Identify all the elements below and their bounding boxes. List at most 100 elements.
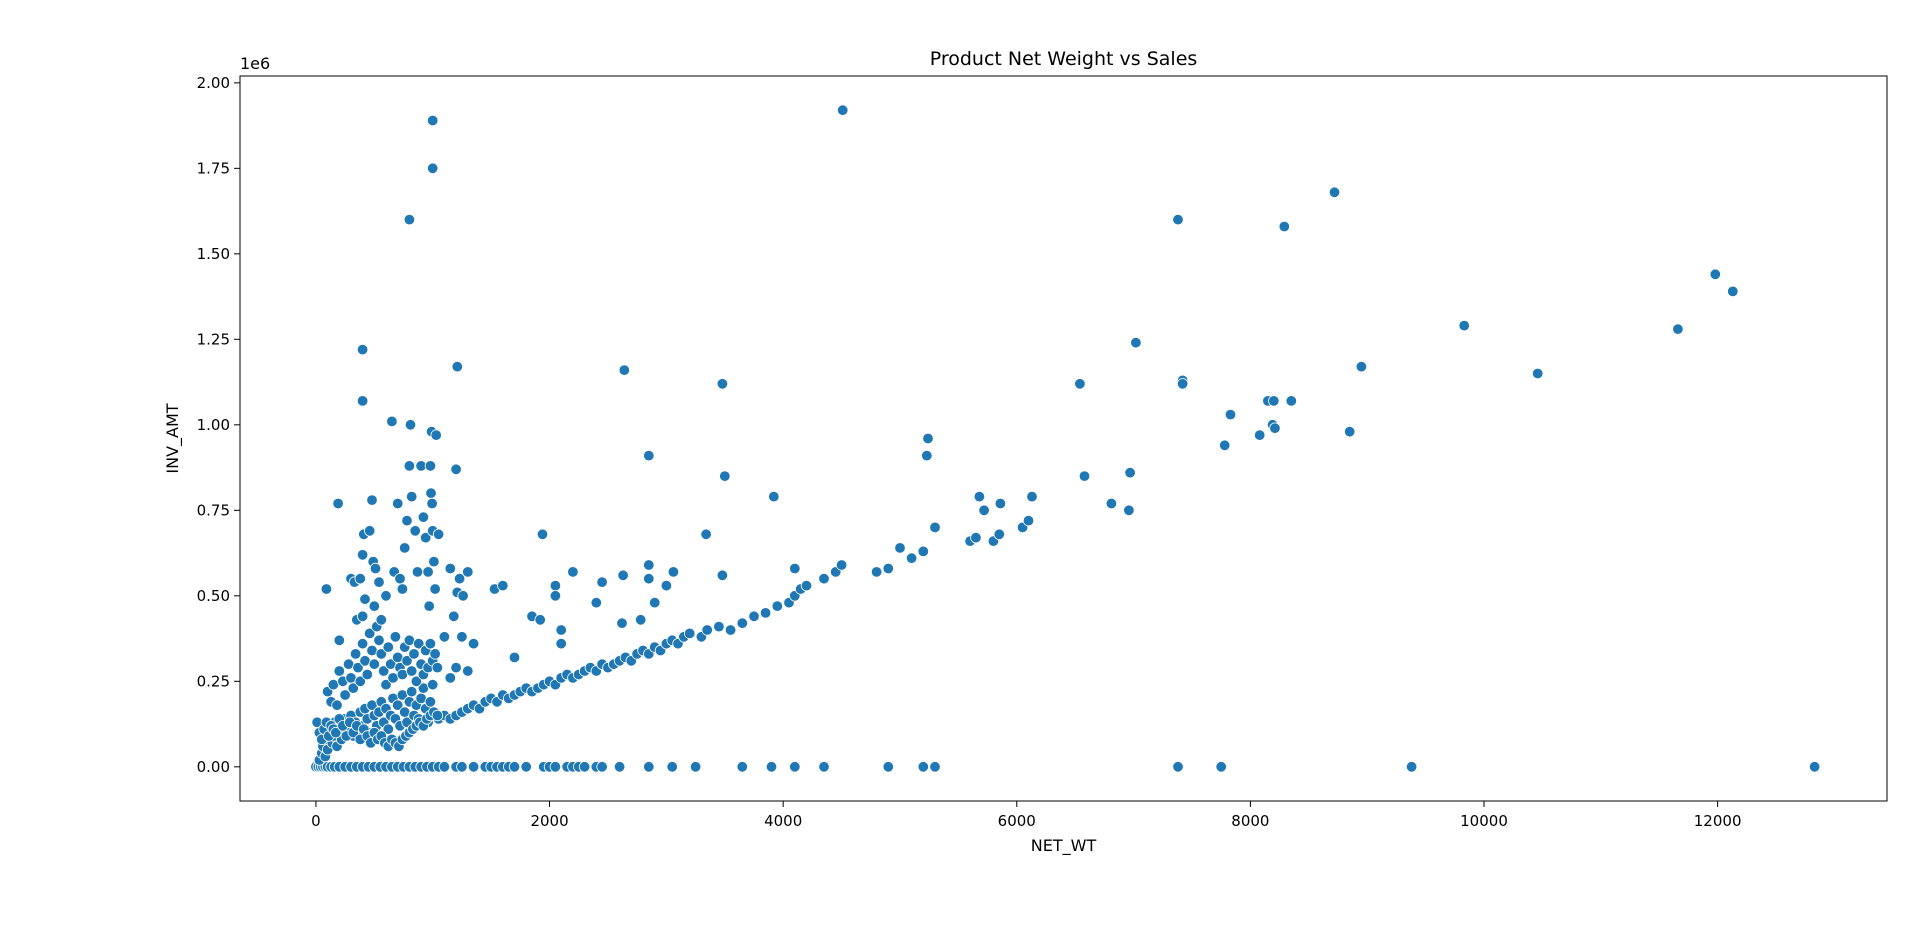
data-point [339,689,351,701]
data-point [359,593,371,605]
data-point [352,661,364,674]
data-point [1022,514,1035,527]
x-axis-ticks: 0 2000 4000 6000 8000 10000 12000 [311,801,1741,830]
data-points [310,104,1821,773]
data-point [430,429,442,441]
data-point [905,552,918,564]
data-point [1130,337,1142,349]
data-point [894,542,906,554]
data-point [406,665,418,677]
data-point [424,460,437,472]
data-point [425,487,437,499]
data-point [1269,422,1281,434]
data-point [356,610,369,623]
data-point [643,449,655,462]
data-point [380,679,392,691]
data-point [736,761,749,773]
data-point [392,699,404,711]
data-point [1026,490,1038,503]
data-point [616,617,628,629]
data-point [835,559,848,571]
x-tick-label: 12000 [1694,812,1742,830]
data-point [389,631,402,643]
data-point [413,638,425,650]
data-point [424,696,437,708]
data-point [700,528,712,541]
data-point [1709,268,1722,281]
data-point [534,614,546,626]
data-point [1458,319,1470,332]
data-point [375,614,388,626]
data-point [410,675,423,688]
data-point [432,528,445,541]
data-point [1124,467,1136,479]
data-point [617,569,629,582]
data-point [1328,186,1341,199]
y-tick-label: 0.50 [197,587,230,605]
data-point [667,566,680,578]
data-point [713,620,725,633]
data-point [403,460,416,472]
data-point [497,579,509,592]
data-point [356,638,369,650]
data-point [394,573,406,585]
y-axis-offset-label: 1e6 [240,54,270,73]
data-point [369,562,382,575]
data-point [917,761,930,773]
data-point [450,661,462,674]
x-tick-label: 10000 [1460,812,1508,830]
data-point [456,631,468,643]
data-point [818,573,830,585]
data-point [870,566,883,578]
data-point [1074,378,1086,390]
data-point [549,590,562,602]
data-point [401,655,413,667]
data-point [719,470,731,482]
y-tick-label: 1.25 [197,330,230,348]
data-point [508,761,521,773]
data-point [643,761,655,773]
data-point [399,542,411,554]
data-point [409,525,421,537]
data-point [423,600,435,612]
data-point [1727,285,1739,298]
data-point [368,600,381,612]
data-point [1531,367,1544,380]
data-point [428,555,440,568]
data-point [1176,378,1189,390]
data-point [818,761,830,773]
data-point [411,566,424,578]
data-point [438,761,451,773]
y-axis-ticks: 0.00 0.25 0.50 0.75 1.00 1.25 1.50 1.75 2.00 [197,74,240,776]
data-point [1172,213,1184,226]
data-point [1215,761,1227,773]
data-point [429,648,441,660]
data-point [1278,220,1291,233]
data-point [994,497,1007,510]
data-point [408,648,420,660]
data-point [765,761,778,773]
data-point [555,624,567,636]
data-point [689,761,702,773]
data-point [978,504,990,517]
data-point [567,566,579,578]
data-point [768,490,780,503]
data-point [366,494,378,506]
data-point [462,566,474,578]
data-point [331,699,343,711]
data-point [444,672,457,684]
data-point [1268,395,1280,407]
data-point [929,521,941,534]
x-tick-label: 4000 [764,812,802,830]
data-point [1285,395,1298,407]
chart-title: Product Net Weight vs Sales [930,48,1198,70]
data-point [520,761,532,773]
y-tick-label: 0.00 [197,758,230,776]
data-point [1808,761,1821,773]
data-point [349,648,362,660]
data-point [660,579,673,592]
data-point [451,361,464,373]
data-point [748,610,760,623]
